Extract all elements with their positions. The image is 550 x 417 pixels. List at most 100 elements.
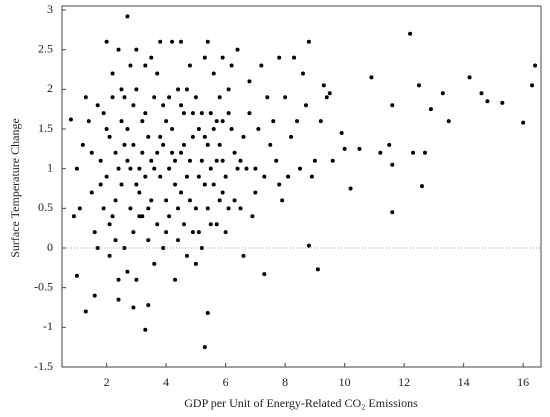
point — [122, 246, 127, 250]
point — [229, 127, 234, 131]
point — [220, 190, 225, 195]
x-tick-label: 12 — [398, 375, 410, 389]
point — [521, 120, 526, 125]
point — [193, 261, 198, 266]
point — [202, 55, 207, 60]
point — [119, 87, 124, 92]
point — [268, 142, 273, 147]
point — [238, 158, 243, 163]
point — [134, 182, 139, 187]
point — [146, 303, 151, 308]
point — [179, 150, 184, 155]
point — [143, 63, 148, 68]
point — [533, 63, 538, 68]
x-tick-label: 2 — [104, 375, 110, 389]
point — [378, 150, 383, 155]
point — [181, 111, 186, 116]
point — [199, 111, 204, 116]
point — [357, 146, 362, 151]
point — [161, 142, 166, 147]
point — [181, 142, 186, 147]
point — [241, 134, 246, 139]
point — [176, 238, 181, 243]
point — [208, 222, 213, 227]
point — [202, 345, 207, 350]
point — [134, 47, 139, 52]
point — [110, 71, 115, 76]
point — [113, 198, 118, 203]
point — [205, 206, 210, 211]
point — [217, 142, 222, 147]
point — [181, 222, 186, 227]
point — [208, 166, 213, 171]
point — [196, 230, 201, 235]
point — [131, 103, 136, 108]
point — [134, 87, 139, 92]
point — [223, 230, 228, 235]
point — [411, 150, 416, 155]
point — [211, 71, 216, 76]
point — [113, 150, 118, 155]
point — [170, 150, 175, 155]
point — [312, 158, 317, 163]
point — [226, 206, 231, 211]
x-axis-title: GDP per Unit of Energy-Related CO₂ Emiss… — [184, 396, 418, 410]
point — [214, 158, 219, 163]
point — [158, 174, 163, 179]
point — [187, 198, 192, 203]
point — [104, 39, 109, 44]
point — [86, 119, 91, 124]
point — [202, 182, 207, 187]
point — [408, 31, 413, 36]
point — [235, 47, 240, 52]
point — [229, 63, 234, 68]
point — [217, 198, 222, 203]
point — [92, 293, 97, 298]
point — [161, 246, 166, 250]
point — [387, 142, 392, 147]
point — [143, 327, 148, 332]
point — [149, 55, 154, 60]
x-tick-label: 14 — [458, 375, 470, 389]
point — [107, 222, 112, 227]
y-tick-label: 3 — [47, 2, 53, 16]
point — [77, 206, 82, 211]
point — [342, 146, 347, 151]
point — [140, 150, 145, 155]
point — [74, 166, 79, 171]
y-tick-label: 1 — [47, 160, 53, 174]
point — [173, 158, 178, 163]
point — [196, 127, 201, 131]
x-tick-label: 8 — [282, 375, 288, 389]
point — [179, 103, 184, 108]
point — [173, 182, 178, 187]
point — [137, 166, 142, 171]
point — [292, 55, 297, 60]
point — [226, 111, 231, 116]
point — [321, 83, 326, 88]
point — [187, 63, 192, 68]
point — [211, 127, 216, 131]
point — [161, 103, 166, 108]
point — [140, 214, 145, 219]
point — [128, 63, 133, 68]
point — [247, 111, 252, 116]
point — [155, 222, 160, 227]
point — [479, 91, 484, 96]
plot-frame — [61, 5, 542, 368]
point — [116, 277, 121, 282]
point — [232, 150, 237, 155]
point — [208, 111, 213, 116]
point — [253, 190, 258, 195]
point — [262, 174, 267, 179]
point — [80, 142, 85, 147]
point — [428, 107, 433, 112]
point — [122, 142, 127, 147]
y-tick-label: -1 — [43, 319, 53, 333]
point — [164, 198, 169, 203]
point — [226, 87, 231, 92]
point — [128, 166, 133, 171]
point — [327, 91, 332, 96]
point — [220, 119, 225, 124]
